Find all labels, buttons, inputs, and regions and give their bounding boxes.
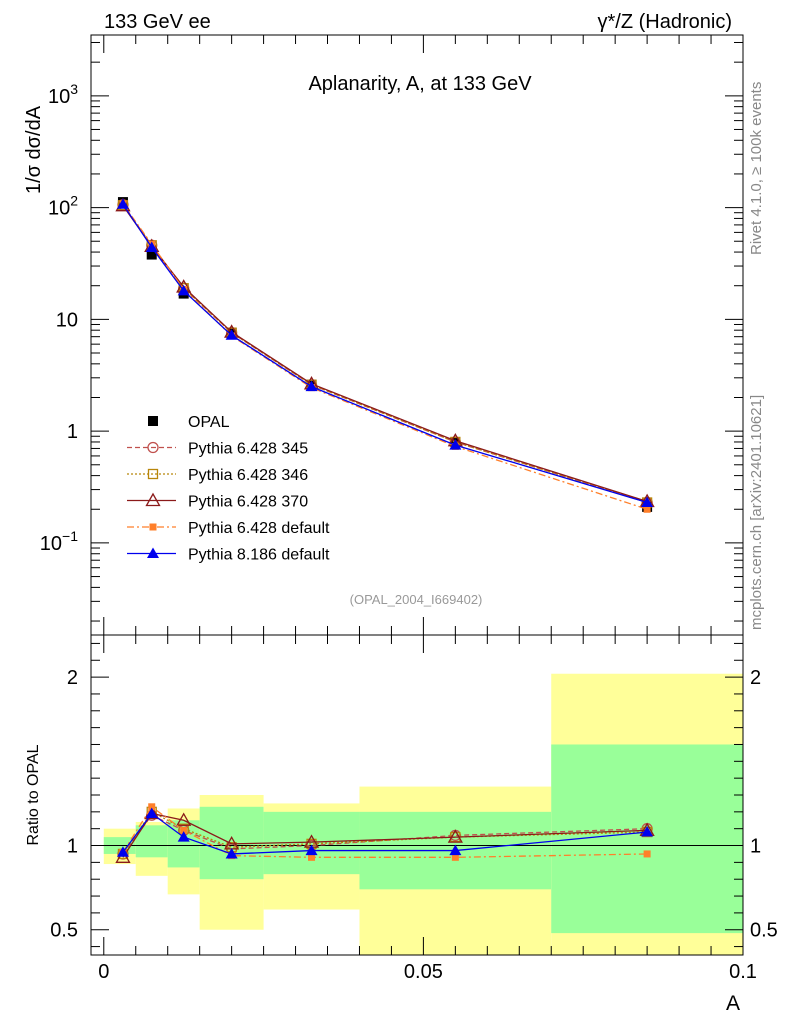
ratio-ytick-label-left: 1 [67,836,78,858]
ratio-ylabel: Ratio to OPAL [25,744,42,845]
main-series-line [122,204,648,504]
ratio-xtick-label: 0 [98,961,109,983]
legend-entry-2: Pythia 6.428 346 [127,467,308,484]
main-data-point [305,380,318,392]
ratio-series-4 [116,807,654,859]
legend-marker [147,441,159,454]
ratio-data-point [447,829,463,843]
main-data-point [225,329,238,340]
ratio-bands [103,673,743,955]
legend-entry-0: OPAL [148,414,230,431]
ratio-data-point [308,853,316,861]
main-ytick-label: 1 [67,421,78,443]
ratio-data-point [148,803,156,811]
main-series-1 [117,199,653,509]
ratio-axis-ticks [91,635,744,955]
rivet-version-label: Rivet 4.1.0, ≥ 100k events [748,82,765,255]
main-frame [90,34,744,636]
ratio-xtick-label: 0.05 [404,961,443,983]
legend-entry-4: Pythia 6.428 default [127,520,330,537]
main-ylabel: 1/σ dσ/dA [23,105,45,194]
main-data-point [145,241,158,252]
legend-label: OPAL [188,414,230,431]
legend-label: Pythia 6.428 370 [188,494,308,511]
main-axis-ticks [91,35,744,635]
ratio-data-point [451,853,459,861]
ratio-data-point [177,831,190,842]
main-data-point [146,249,157,260]
ratio-frame [90,634,744,956]
main-data-point [641,496,654,507]
main-series-3 [115,197,655,508]
ratio-data-point [180,826,188,834]
legend: OPAL Pythia 6.428 345 Pythia 6.428 346 Pyth… [127,414,330,564]
ratio-data-point [305,844,318,856]
ratio-series-group [115,803,655,863]
legend-marker [148,416,158,426]
main-series-line [122,203,648,504]
main-ytick-label: 10 [56,309,78,331]
legend-label: Pythia 6.428 345 [188,441,308,458]
main-ytick-label: 103 [48,81,78,108]
main-panel: Aplanarity, A, at 133 GeV (OPAL_2004_I66… [23,34,744,636]
ratio-xtick-labels: 0 0.05 0.1 [98,961,757,983]
ratio-data-point [449,844,462,856]
legend-label: Pythia 6.428 default [188,520,330,537]
main-data-point [116,198,129,209]
ratio-ytick-label-right: 2 [750,667,761,689]
ratio-data-point [643,850,651,858]
legend-label: Pythia 8.186 default [188,547,330,564]
legend-marker [147,547,159,558]
main-ytick-label: 102 [48,193,78,220]
ratio-data-point [225,847,238,859]
legend-marker [147,468,159,480]
legend-entry-1: Pythia 6.428 345 [127,441,308,458]
header-right-label: γ*/Z (Hadronic) [598,11,732,33]
main-series-5 [116,198,654,507]
ratio-data-point [116,846,129,857]
legend-label: Pythia 6.428 346 [188,467,308,484]
mcplots-label: mcplots.cern.ch [arXiv:2401.10621] [748,395,765,630]
main-series-0 [117,197,653,512]
ratio-data-point [176,812,192,826]
main-series-group [115,197,655,513]
main-data-point [643,505,651,513]
main-series-line [122,203,648,510]
ratio-ytick-label-right: 1 [750,836,761,858]
main-series-line [122,204,648,504]
legend-entry-5: Pythia 8.186 default [127,547,330,564]
legend-marker [149,523,157,531]
legend-entry-3: Pythia 6.428 370 [127,492,308,511]
ratio-ytick-label-left: 2 [67,667,78,689]
header-left-label: 133 GeV ee [104,11,211,33]
legend-marker [145,492,161,507]
ratio-ytick-labels: 0.5 0.5 1 1 2 2 [50,667,778,942]
main-data-point [177,284,190,296]
main-title: Aplanarity, A, at 133 GeV [308,73,532,95]
ratio-xlabel: A [726,992,740,1015]
ratio-ytick-label-left: 0.5 [50,920,78,942]
main-series-2 [117,200,653,508]
main-series-4 [119,200,651,513]
analysis-tag: (OPAL_2004_I669402) [350,592,483,607]
ratio-data-point [641,826,654,837]
main-ytick-labels: 10−1 1 10 102 103 [40,81,78,555]
ratio-xtick-label: 0.1 [729,961,757,983]
ratio-panel: Ratio to OPAL 0.5 0.5 1 1 2 2 0 0.05 0.1 A [25,634,778,1015]
main-data-point [449,439,462,450]
ratio-ytick-label-right: 0.5 [750,920,778,942]
main-ytick-label: 10−1 [40,528,78,555]
ratio-data-point [145,807,158,819]
